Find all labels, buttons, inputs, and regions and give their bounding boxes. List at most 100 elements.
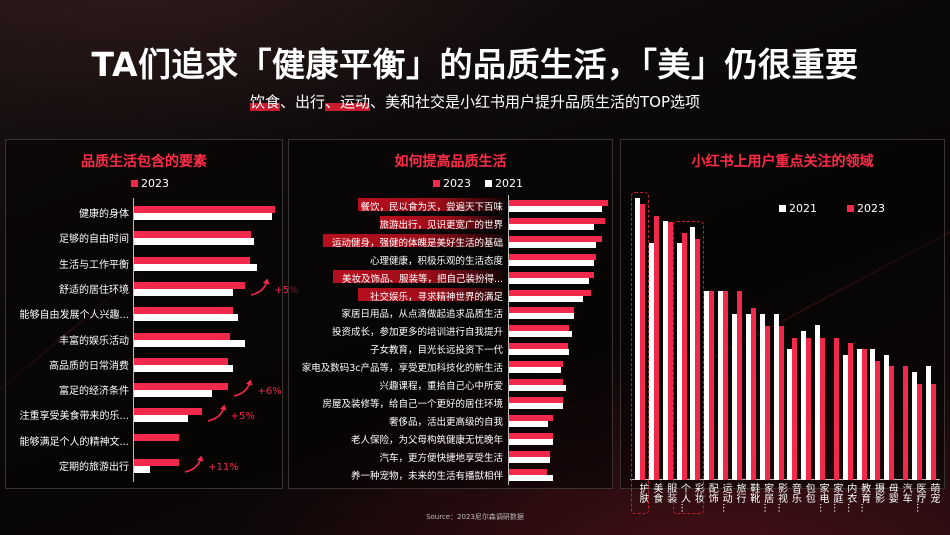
bar-2023 [750, 308, 756, 480]
category-label: 护肤 [637, 483, 648, 503]
category-label-text: 家电及数码3c产品等，享受更加科技化的新生活 [301, 363, 503, 375]
category-label-text: 运动健身，强健的体魄是美好生活的基础 [331, 237, 503, 249]
category-label-text: 能够满足个人的精神文... [19, 436, 129, 448]
category-label-text: 健康的身体 [79, 209, 129, 220]
category-label-text: 丰富的娱乐活动 [59, 335, 129, 347]
category-label: 兴趣课程，重拾自己心中所爱 [379, 378, 503, 392]
category-label: 旅游出行，见识更宽广的世界 [379, 217, 503, 231]
bar-2023 [778, 326, 784, 480]
category-label: 奢侈品，活出更高级的自我 [389, 414, 503, 428]
panel-title: 小红书上用户重点关注的领域 [691, 154, 874, 170]
legend-label: 2023 [857, 202, 885, 215]
category-label-text: 家居日用品，从点滴做起追求品质生活 [341, 309, 503, 321]
category-label-text: 兴趣课程，重拾自己心中所爱 [379, 381, 503, 392]
column-group: 旅行 [731, 190, 745, 503]
category-label-text: 子女教育，目光长远投资下一代 [369, 345, 503, 357]
category-label-text: 汽车，更方便快捷地享受生活 [379, 452, 503, 464]
chart-row: 奢侈品，活出更高级的自我 [289, 413, 614, 431]
category-label: 丰富的娱乐活动 [59, 332, 129, 347]
legend-swatch-white [779, 205, 786, 212]
category-label: 运动健身，强健的体魄是美好生活的基础 [332, 235, 503, 249]
category-label: 家电... [817, 483, 829, 513]
chart-row: 美妆及饰品、服装等，把自己装扮得... [289, 269, 614, 288]
panel-title: 品质生活包含的要素 [81, 154, 207, 170]
category-label-text: 舒适的居住环境 [59, 284, 129, 296]
column-group: 个人... [676, 190, 690, 513]
category-label: 服装 [664, 483, 676, 503]
category-label: 心理健康，积极乐观的生活态度 [370, 253, 503, 267]
bar-2021 [134, 415, 188, 423]
bar-2023 [509, 325, 570, 332]
bar-2021 [648, 243, 654, 480]
bar-2021 [745, 314, 751, 480]
chart-row: 社交娱乐，寻求精神世界的满足 [289, 287, 614, 306]
bar-2023 [134, 433, 180, 441]
bar-2021 [718, 291, 724, 480]
category-label-text: 老人保险，为父母构筑健康无忧晚年 [350, 434, 503, 446]
bar-2023 [509, 361, 564, 368]
bar-2023 [134, 256, 250, 264]
panel-improve-quality-life: 如何提高品质生活 2023 2021 餐饮，民以食为天，尝遍天下百味 旅游出行，见… [288, 139, 613, 489]
legend-swatch-white [485, 180, 492, 187]
page-title: TA们追求「健康平衡」的品质生活，「美」仍很重要 [91, 45, 859, 84]
bar-2023 [709, 291, 715, 480]
page-subtitle: 饮食、出行、运动、美和社交是小红书用户提升品质生活的TOP选项 [0, 91, 950, 112]
bar-2021 [912, 372, 917, 480]
category-label: 子女教育，目光长远投资下一代 [370, 342, 503, 356]
growth-value: +5% [274, 284, 299, 296]
bar-2021 [676, 243, 682, 480]
bar-2023 [509, 450, 550, 457]
highlight-strip [380, 215, 503, 229]
category-label: 足够的自由时间 [59, 230, 129, 245]
category-label: 运动... [720, 483, 732, 513]
category-label: 包包 [803, 483, 815, 503]
bar-2023 [640, 204, 645, 480]
category-label: 老人保险，为父母构筑健康无忧晚年 [351, 432, 503, 446]
category-label: 美妆及饰品、服装等，把自己装扮得... [342, 271, 503, 285]
bar-2021 [509, 295, 584, 302]
bar-2023 [806, 338, 812, 480]
bar-2021 [509, 313, 575, 320]
bar-2023 [134, 383, 229, 391]
highlight-strip [358, 198, 503, 211]
category-label-text: 旅游出行，见识更宽广的世界 [379, 219, 503, 231]
category-label: 能够满足个人的精神文... [19, 433, 129, 448]
column-group: 美食 [648, 190, 662, 503]
bar-2023 [134, 459, 180, 466]
column-group: 鞋靴 [745, 190, 759, 503]
trend-up-arrow-icon [250, 278, 272, 296]
category-label-text: 定期的旅游出行 [59, 462, 129, 473]
growth-value: +11% [208, 462, 239, 473]
panel-quality-life-elements: 品质生活包含的要素 2023 健康的身体足够的自由时间 生活与工作平衡 舒适的居住环… [5, 139, 299, 489]
chart-row: 健康的身体 [6, 206, 284, 231]
category-label: 注重享受美食带来的乐... [19, 407, 129, 422]
bar-2021 [134, 390, 212, 398]
legend-swatch-red [433, 180, 440, 187]
legend-item-2023: 2023 [131, 177, 169, 190]
growth-annotation: +5% [250, 278, 299, 296]
column-group: 家电... [814, 190, 828, 513]
category-label-text: 生活与工作平衡 [59, 259, 129, 271]
legend-label: 2021 [789, 202, 817, 215]
bar-2023 [889, 366, 895, 480]
bar-2021 [509, 438, 553, 445]
column-group: 运动... [717, 190, 731, 513]
legend-swatch-red [847, 205, 854, 212]
bar-2023 [509, 379, 564, 385]
chart-row: 兴趣课程，重拾自己心中所爱 [289, 377, 614, 395]
bar-2023 [667, 222, 673, 480]
highlight-strip [358, 287, 503, 301]
bar-2021 [134, 263, 257, 271]
category-label: 内衣... [844, 483, 856, 513]
category-label: 教育... [858, 483, 870, 513]
chart-row: 丰富的娱乐活动 [6, 332, 284, 358]
category-label-text: 注重享受美食带来的乐... [19, 411, 129, 423]
bar-2021 [815, 325, 821, 480]
bar-2023 [134, 357, 229, 365]
bar-2023 [764, 326, 770, 480]
column-group: 医疗... [911, 190, 925, 513]
bar-2021 [635, 198, 640, 480]
bar-chart-improve-methods: 餐饮，民以食为天，尝遍天下百味 旅游出行，见识更宽广的世界 运动健身，强健的体魄是美… [289, 195, 614, 485]
bar-2021 [509, 456, 550, 463]
subtitle-segment: 、美和社交 [370, 93, 446, 111]
